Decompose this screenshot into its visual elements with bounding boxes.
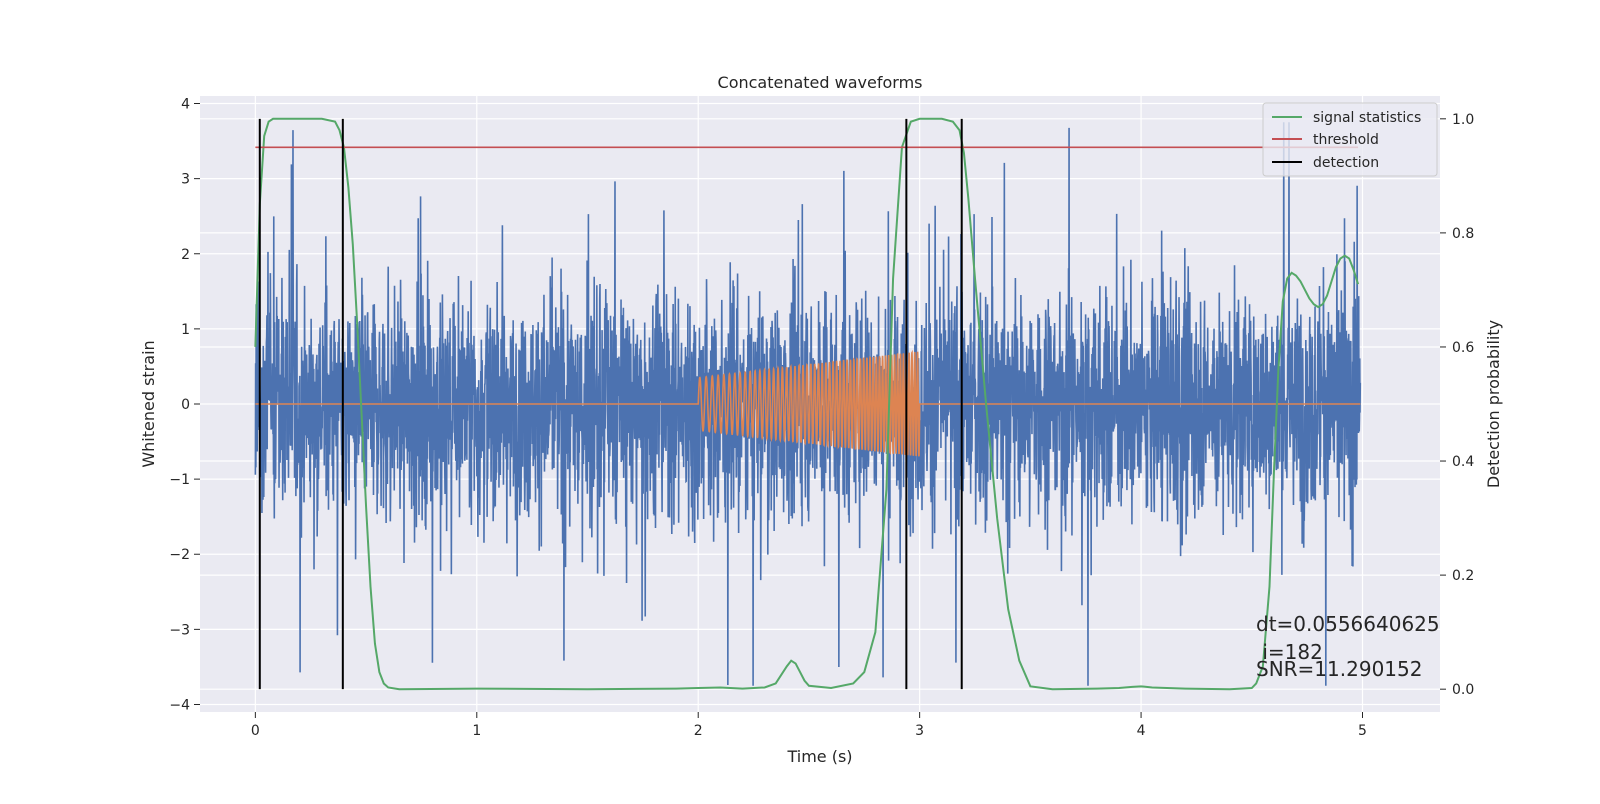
y2-axis-label: Detection probability (1484, 320, 1503, 488)
signal-statistics-line (254, 117, 1360, 691)
x-tick-label-0: 0 (251, 723, 260, 739)
chart-title: Concatenated waveforms (718, 73, 923, 92)
y2-tick-label-2: 0.4 (1452, 454, 1474, 470)
legend: signal statistics threshold detection (1262, 102, 1438, 177)
y2-tick-label-0: 0.0 (1452, 682, 1474, 698)
x-tick-label-3: 3 (915, 723, 924, 739)
strain-noise-line (254, 122, 1362, 686)
y2-tick-label-1: 0.2 (1452, 568, 1474, 584)
y2-tick-label-3: 0.6 (1452, 340, 1474, 356)
annotation-snr: SNR=11.290152 (1256, 657, 1422, 681)
y-tick-label-0: −4 (169, 697, 190, 713)
injection-line (255, 349, 1361, 457)
detection-lines (258, 118, 963, 690)
x-tick-label-1: 1 (472, 723, 481, 739)
legend-label-detection: detection (1313, 155, 1379, 171)
strain-noise-series (254, 122, 1362, 686)
injection-series (255, 349, 1361, 457)
y2-tick-label-5: 1.0 (1452, 112, 1474, 128)
y-tick-label-7: 3 (181, 172, 190, 188)
y-tick-label-2: −2 (169, 547, 190, 563)
legend-label-signal-statistics: signal statistics (1313, 110, 1421, 126)
y-tick-label-1: −3 (169, 622, 190, 638)
signal-statistics-series (254, 117, 1360, 691)
annotation-index: i=182 (1256, 640, 1323, 664)
axis-ticks: 0 1 2 3 4 5 −4 −3 −2 −1 0 1 2 3 4 0.0 0.2 0.4 0.6 0.8 1.0 (169, 97, 1474, 739)
y-tick-label-5: 1 (181, 322, 190, 338)
annotation-dt: dt=0.0556640625 (1256, 612, 1440, 636)
x-tick-label-2: 2 (694, 723, 703, 739)
x-axis-label: Time (s) (786, 747, 852, 766)
y-axis-label: Whitened strain (139, 340, 158, 467)
y-tick-label-3: −1 (169, 472, 190, 488)
x-tick-label-5: 5 (1358, 723, 1367, 739)
y-tick-label-6: 2 (181, 247, 190, 263)
y2-tick-label-4: 0.8 (1452, 226, 1474, 242)
x-tick-label-4: 4 (1137, 723, 1146, 739)
y-tick-label-8: 4 (181, 97, 190, 113)
y-tick-label-4: 0 (181, 397, 190, 413)
legend-box (1262, 102, 1438, 177)
legend-label-threshold: threshold (1313, 132, 1379, 148)
